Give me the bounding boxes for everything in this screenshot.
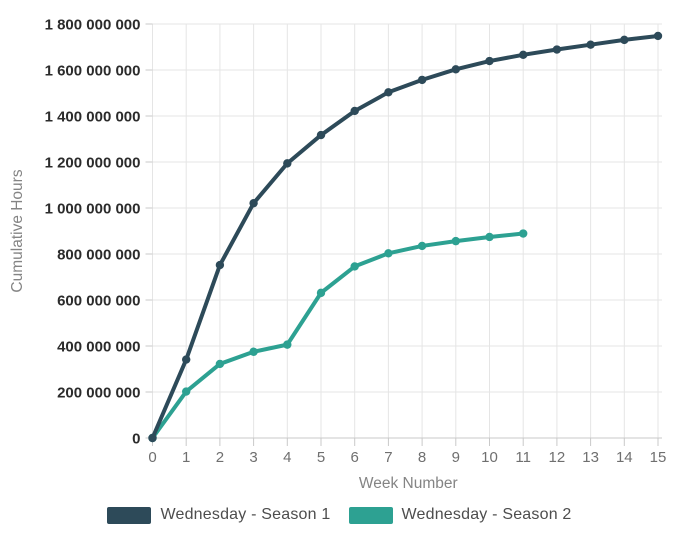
x-tick-label: 5: [317, 449, 325, 466]
legend-item-season-2[interactable]: Wednesday - Season 2: [348, 506, 572, 524]
data-point-wednesday-season-2[interactable]: [451, 236, 460, 246]
x-tick-label: 13: [582, 449, 599, 466]
data-point-wednesday-season-1[interactable]: [283, 159, 292, 168]
data-point-wednesday-season-2[interactable]: [384, 249, 393, 258]
data-point-wednesday-season-2[interactable]: [417, 241, 427, 251]
series-wednesday-season-2[interactable]: [148, 229, 528, 443]
data-point-wednesday-season-1[interactable]: [384, 88, 393, 97]
y-tick-label: 1 600 000 000: [45, 63, 141, 80]
data-point-wednesday-season-1[interactable]: [519, 50, 528, 60]
y-tick-label: 1 800 000 000: [45, 17, 141, 34]
chart-canvas[interactable]: 0 200 000 000 400 000 000 600 000 000 800 00…: [0, 0, 679, 500]
legend-label-season-1: Wednesday - Season 1: [160, 506, 331, 523]
x-tick-label: 15: [650, 449, 667, 466]
x-tick-label: 7: [384, 449, 392, 466]
data-point-wednesday-season-2[interactable]: [249, 347, 258, 356]
x-tick-label: 12: [549, 449, 566, 466]
x-tick-label: 2: [216, 449, 224, 466]
data-point-wednesday-season-2[interactable]: [316, 288, 326, 298]
data-point-wednesday-season-1[interactable]: [653, 31, 663, 41]
gridlines: [152, 23, 662, 439]
data-point-wednesday-season-1[interactable]: [350, 106, 359, 116]
line-wednesday-season-2[interactable]: [150, 231, 526, 440]
y-tick-label: 600 000 000: [57, 293, 140, 310]
x-tick-label: 10: [481, 449, 498, 466]
x-tick-label: 0: [148, 449, 156, 466]
y-axis-tick-labels: 0 200 000 000 400 000 000 600 000 000 800 00…: [45, 17, 141, 448]
y-tick-label: 1 000 000 000: [45, 201, 141, 218]
x-tick-label: 9: [452, 449, 460, 466]
x-tick-label: 14: [616, 449, 633, 466]
data-point-wednesday-season-1[interactable]: [316, 130, 326, 140]
y-tick-label: 1 200 000 000: [45, 155, 141, 172]
data-point-wednesday-season-2[interactable]: [283, 340, 292, 349]
series-wednesday-season-1[interactable]: [148, 31, 663, 443]
data-point-wednesday-season-2[interactable]: [519, 229, 528, 238]
x-tick-label: 4: [283, 449, 291, 466]
y-axis-title: Cumulative Hours: [9, 169, 26, 292]
data-point-wednesday-season-2[interactable]: [182, 387, 191, 396]
data-point-wednesday-season-1[interactable]: [620, 35, 629, 45]
y-tick-label: 200 000 000: [57, 385, 140, 402]
legend-item-season-1[interactable]: Wednesday - Season 1: [107, 506, 330, 524]
data-point-wednesday-season-1[interactable]: [148, 433, 157, 443]
season-2-swatch-icon: [348, 506, 393, 524]
data-point-wednesday-season-1[interactable]: [586, 40, 595, 49]
line-wednesday-season-1[interactable]: [150, 33, 660, 440]
cumulative-hours-chart: 0 200 000 000 400 000 000 600 000 000 800 00…: [0, 0, 679, 500]
axes: [145, 23, 662, 446]
y-tick-label: 1 400 000 000: [45, 109, 141, 126]
data-point-wednesday-season-1[interactable]: [485, 56, 494, 66]
data-point-wednesday-season-2[interactable]: [350, 262, 359, 271]
data-point-wednesday-season-1[interactable]: [182, 355, 191, 364]
x-tick-label: 8: [418, 449, 426, 466]
x-tick-label: 1: [182, 449, 190, 466]
legend-label-season-2: Wednesday - Season 2: [401, 506, 572, 523]
y-tick-label: 400 000 000: [57, 339, 140, 356]
data-point-wednesday-season-2[interactable]: [215, 359, 225, 369]
data-point-wednesday-season-1[interactable]: [451, 65, 460, 74]
y-tick-label: 800 000 000: [57, 247, 140, 264]
x-tick-label: 3: [249, 449, 257, 466]
x-axis-tick-labels: 0 1 2 3 4 5 6 7 8 9 10 11 12 13 14 15: [148, 449, 666, 466]
x-tick-label: 11: [515, 449, 531, 466]
y-tick-label: 0: [132, 431, 140, 448]
data-point-wednesday-season-1[interactable]: [215, 260, 225, 270]
data-point-wednesday-season-2[interactable]: [485, 232, 494, 242]
season-1-swatch-icon: [107, 506, 152, 524]
data-point-wednesday-season-1[interactable]: [249, 198, 258, 208]
chart-legend: Wednesday - Season 1 Wednesday - Season …: [0, 506, 679, 524]
x-tick-label: 6: [351, 449, 359, 466]
data-point-wednesday-season-1[interactable]: [417, 75, 427, 85]
x-axis-title: Week Number: [359, 475, 458, 492]
data-point-wednesday-season-1[interactable]: [552, 45, 562, 54]
